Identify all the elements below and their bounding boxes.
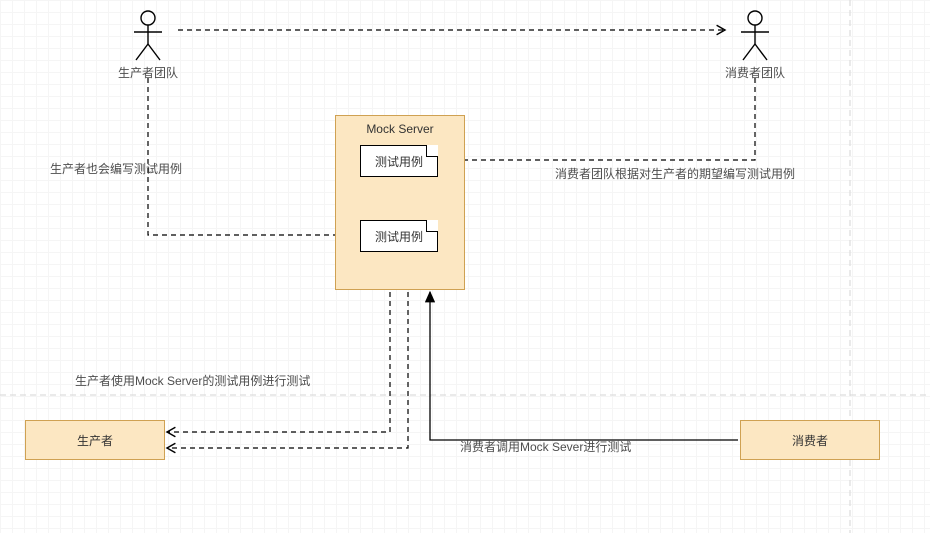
box-producer: 生产者 [25,420,165,460]
doc-test-case-1: 测试用例 [360,145,438,177]
diagram-canvas: 生产者团队 消费者团队 Mock Server 测试用例 测试用例 生产者 消费… [0,0,930,533]
edge-e_mock_to_producer_b [167,292,408,448]
stick-figure-icon [131,10,165,62]
box-consumer-label: 消费者 [792,432,828,449]
actor-consumer-team-label: 消费者团队 [725,64,785,81]
actor-producer-team: 生产者团队 [118,10,178,81]
actor-consumer-team: 消费者团队 [725,10,785,81]
mock-server-container: Mock Server [335,115,465,290]
mock-server-title: Mock Server [336,122,464,136]
edge-e_consumer_writes [440,78,755,160]
edge-label-producer-writes: 生产者也会编写测试用例 [50,160,182,177]
box-consumer: 消费者 [740,420,880,460]
actor-producer-team-label: 生产者团队 [118,64,178,81]
doc-test-case-1-label: 测试用例 [361,146,437,176]
edge-e_mock_to_producer_a [167,292,390,432]
box-producer-label: 生产者 [77,432,113,449]
edge-e_producer_writes [148,78,358,235]
doc-test-case-2: 测试用例 [360,220,438,252]
edge-e_consumer_calls_mock [430,292,738,440]
edge-label-consumer-writes: 消费者团队根据对生产者的期望编写测试用例 [555,165,795,182]
doc-test-case-2-label: 测试用例 [361,221,437,251]
edge-label-mock-to-producer: 生产者使用Mock Server的测试用例进行测试 [75,372,310,389]
edge-label-consumer-calls-mock: 消费者调用Mock Sever进行测试 [460,438,631,455]
stick-figure-icon [738,10,772,62]
